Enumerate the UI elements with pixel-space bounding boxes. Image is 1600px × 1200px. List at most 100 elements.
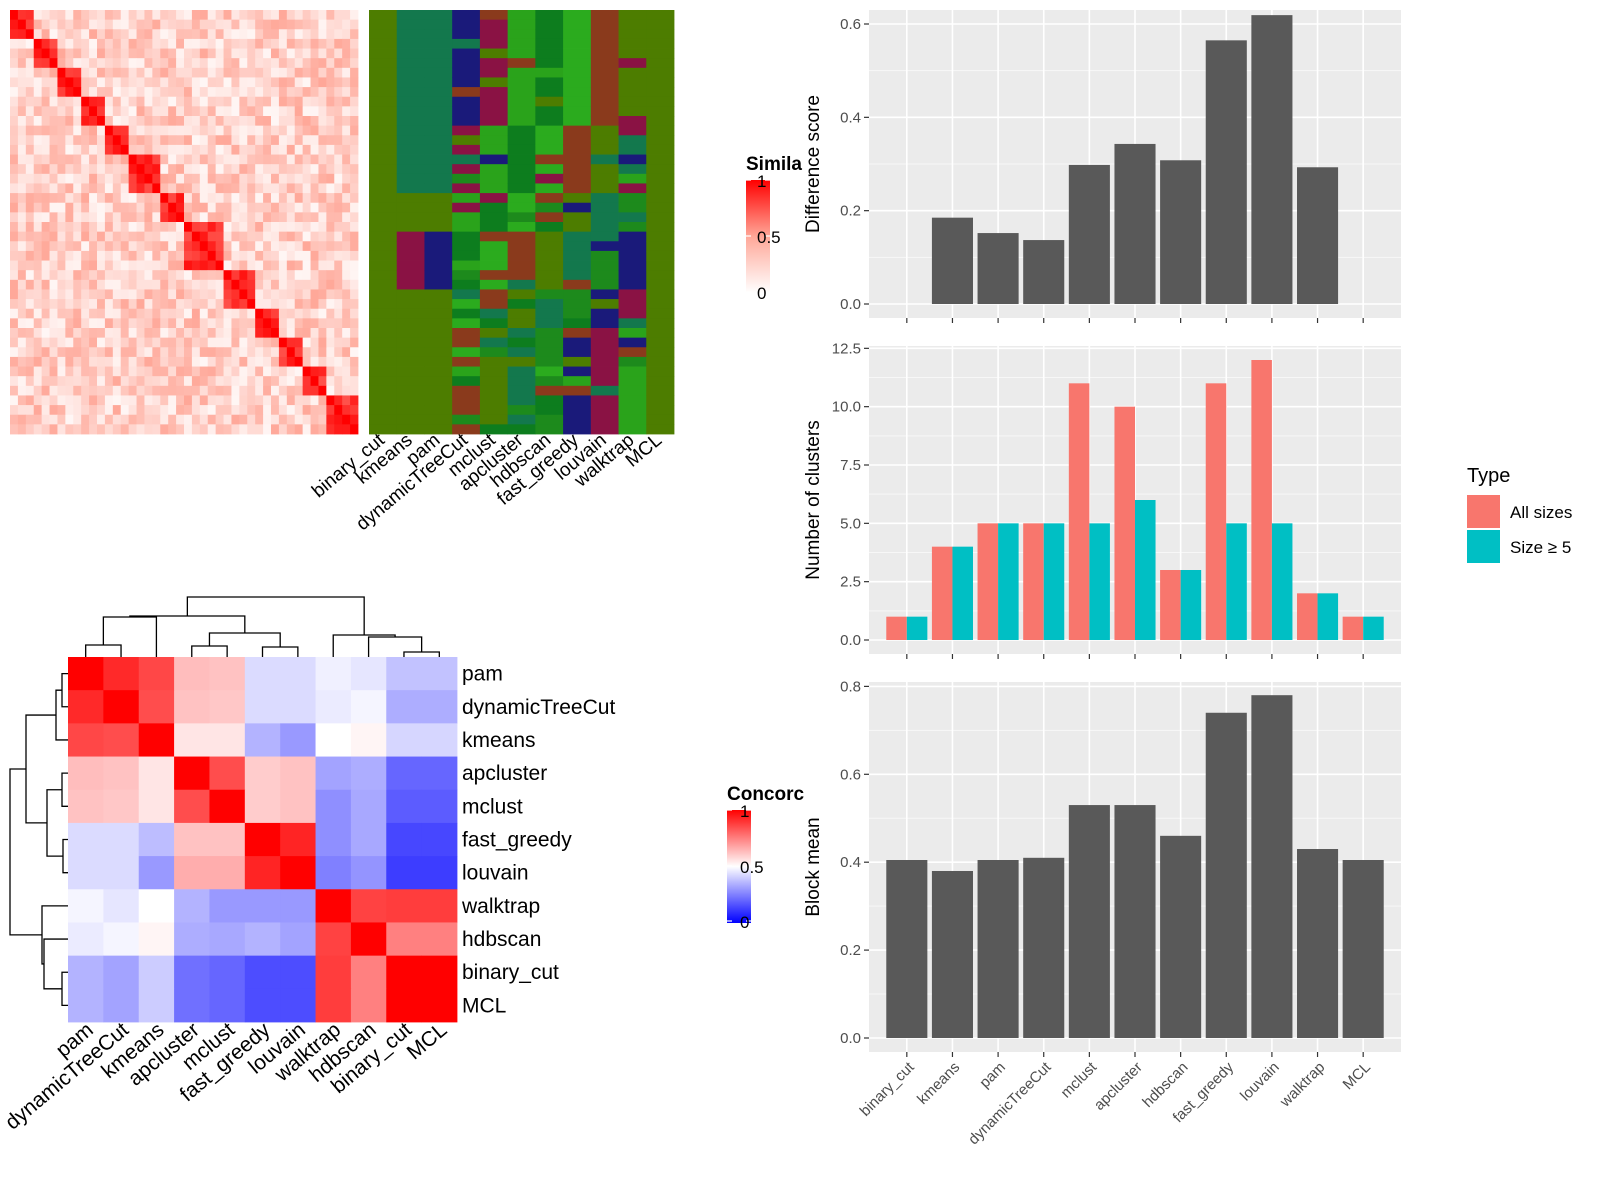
similarity-cell — [33, 414, 43, 425]
similarity-cell — [255, 58, 264, 69]
similarity-cell — [223, 125, 232, 136]
concordance-cell — [138, 723, 175, 757]
similarity-cell — [144, 424, 153, 435]
similarity-cell — [41, 125, 50, 136]
similarity-cell — [17, 231, 27, 242]
similarity-cell — [184, 19, 193, 30]
class-cell — [535, 173, 564, 184]
class-cell — [646, 414, 675, 425]
concordance-cell — [209, 690, 246, 724]
similarity-cell — [247, 106, 256, 117]
similarity-cell — [239, 77, 248, 88]
class-cell — [535, 106, 564, 117]
similarity-cell — [231, 308, 240, 319]
class-cell — [369, 385, 398, 396]
similarity-cell — [41, 144, 50, 155]
similarity-cell — [136, 241, 145, 252]
similarity-cell — [104, 279, 114, 290]
similarity-cell — [144, 405, 153, 416]
bar — [952, 546, 973, 640]
similarity-cell — [255, 96, 264, 107]
similarity-cell — [207, 385, 217, 396]
similarity-cell — [65, 424, 74, 435]
class-cell — [590, 193, 619, 204]
class-cell — [535, 347, 564, 358]
y-tick-label: 0.8 — [840, 678, 861, 695]
similarity-cell — [10, 125, 19, 136]
similarity-cell — [239, 366, 248, 377]
similarity-cell — [49, 144, 58, 155]
y-tick-label: 0.0 — [840, 632, 861, 649]
similarity-cell — [81, 29, 90, 40]
similarity-cell — [136, 29, 145, 40]
similarity-cell — [144, 376, 153, 387]
class-cell — [452, 385, 481, 396]
similarity-cell — [342, 356, 351, 367]
similarity-cell — [81, 385, 90, 396]
similarity-cell — [144, 250, 153, 261]
class-cell — [452, 424, 481, 435]
similarity-cell — [144, 385, 153, 396]
similarity-cell — [97, 19, 106, 30]
similarity-cell — [278, 328, 288, 339]
concordance-cell — [138, 690, 175, 724]
similarity-cell — [57, 106, 66, 117]
similarity-cell — [65, 48, 74, 59]
similarity-cell — [271, 337, 280, 348]
similarity-cell — [318, 299, 327, 310]
similarity-cell — [65, 58, 74, 69]
similarity-cell — [128, 222, 137, 233]
class-cell — [590, 222, 619, 233]
class-cell — [424, 260, 453, 271]
similarity-cell — [215, 212, 224, 223]
similarity-cell — [199, 125, 209, 136]
similarity-cell — [350, 87, 359, 98]
similarity-cell — [33, 87, 43, 98]
class-cell — [479, 10, 509, 21]
similarity-cell — [160, 424, 169, 435]
similarity-cell — [152, 10, 161, 21]
dendrogram-branch — [61, 772, 68, 807]
class-cell — [590, 19, 619, 30]
similarity-cell — [104, 67, 114, 78]
class-cell — [507, 299, 536, 310]
class-cell — [396, 405, 425, 416]
similarity-cell — [239, 424, 248, 435]
similarity-cell — [17, 173, 27, 184]
similarity-cell — [278, 135, 288, 146]
similarity-cell — [326, 395, 335, 406]
y-tick-label: 5.0 — [840, 515, 861, 532]
class-cell — [590, 385, 619, 396]
class-cell — [369, 10, 398, 21]
similarity-cell — [191, 154, 201, 165]
similarity-cell — [199, 337, 209, 348]
similarity-cell — [17, 96, 27, 107]
similarity-cell — [310, 77, 319, 88]
similarity-cell — [271, 270, 280, 281]
similarity-cell — [33, 106, 43, 117]
class-cell — [479, 164, 509, 175]
similarity-cell — [81, 414, 90, 425]
similarity-cell — [215, 87, 224, 98]
similarity-cell — [231, 164, 240, 175]
similarity-cell — [176, 48, 185, 59]
class-cell — [646, 154, 675, 165]
similarity-cell — [239, 231, 248, 242]
similarity-cell — [81, 328, 90, 339]
similarity-cell — [310, 135, 319, 146]
similarity-cell — [25, 144, 35, 155]
similarity-cell — [89, 222, 98, 233]
similarity-cell — [199, 250, 209, 261]
similarity-cell — [144, 87, 153, 98]
similarity-cell — [104, 250, 114, 261]
similarity-cell — [191, 231, 201, 242]
similarity-cell — [342, 135, 351, 146]
concordance-cell — [209, 922, 246, 957]
similarity-cell — [271, 106, 280, 117]
similarity-cell — [199, 241, 209, 252]
similarity-cell — [81, 106, 90, 117]
similarity-cell — [215, 347, 224, 358]
similarity-cell — [144, 125, 153, 136]
similarity-cell — [33, 202, 43, 213]
similarity-cell — [144, 29, 153, 40]
